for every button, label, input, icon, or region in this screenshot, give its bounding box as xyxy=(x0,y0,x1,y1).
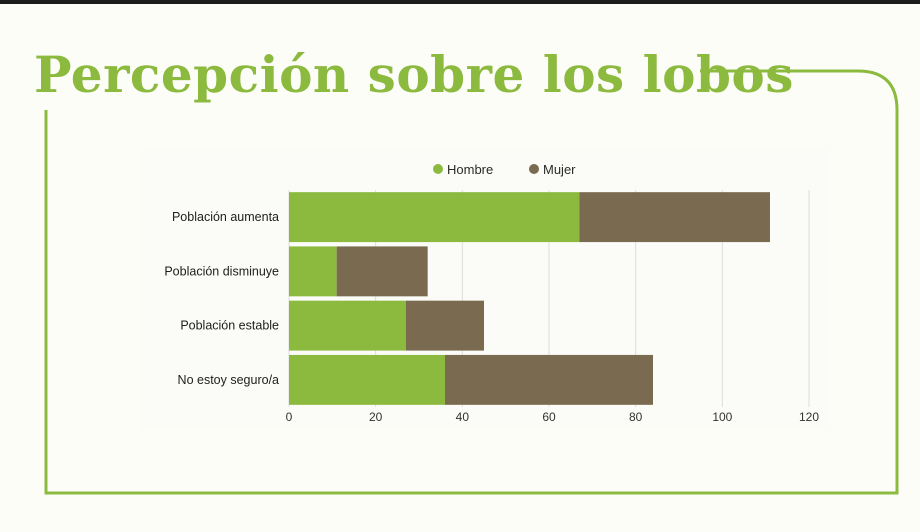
top-bar xyxy=(0,0,920,4)
x-tick-label: 0 xyxy=(286,410,293,424)
category-label: Población aumenta xyxy=(172,210,279,224)
x-tick-label: 40 xyxy=(456,410,470,424)
legend-swatch-hombre xyxy=(433,164,443,174)
category-label: No estoy seguro/a xyxy=(178,373,279,387)
category-label: Población disminuye xyxy=(164,264,279,278)
x-tick-label: 80 xyxy=(629,410,643,424)
bar-mujer xyxy=(445,354,653,405)
bar-mujer xyxy=(406,300,484,351)
legend-label-mujer: Mujer xyxy=(543,162,576,177)
bar-hombre xyxy=(289,354,445,405)
chart-legend: Hombre Mujer xyxy=(433,162,576,177)
slide-title: Percepción sobre los lobos xyxy=(34,45,794,104)
x-tick-label: 120 xyxy=(799,410,819,424)
x-tick-label: 100 xyxy=(712,410,732,424)
legend-label-hombre: Hombre xyxy=(447,162,493,177)
bar-mujer xyxy=(336,246,428,297)
bars-layer xyxy=(289,192,770,405)
frame-border xyxy=(44,69,899,495)
bar-mujer xyxy=(579,192,770,243)
bar-hombre xyxy=(289,192,580,243)
x-tick-label: 60 xyxy=(542,410,556,424)
bar-hombre xyxy=(289,246,337,297)
category-label: Población estable xyxy=(180,319,279,333)
x-tick-label: 20 xyxy=(369,410,383,424)
legend-swatch-mujer xyxy=(529,164,539,174)
bar-hombre xyxy=(289,300,406,351)
labels-layer: 0 20 40 60 80 100 120 Población aumenta Població… xyxy=(164,210,819,424)
